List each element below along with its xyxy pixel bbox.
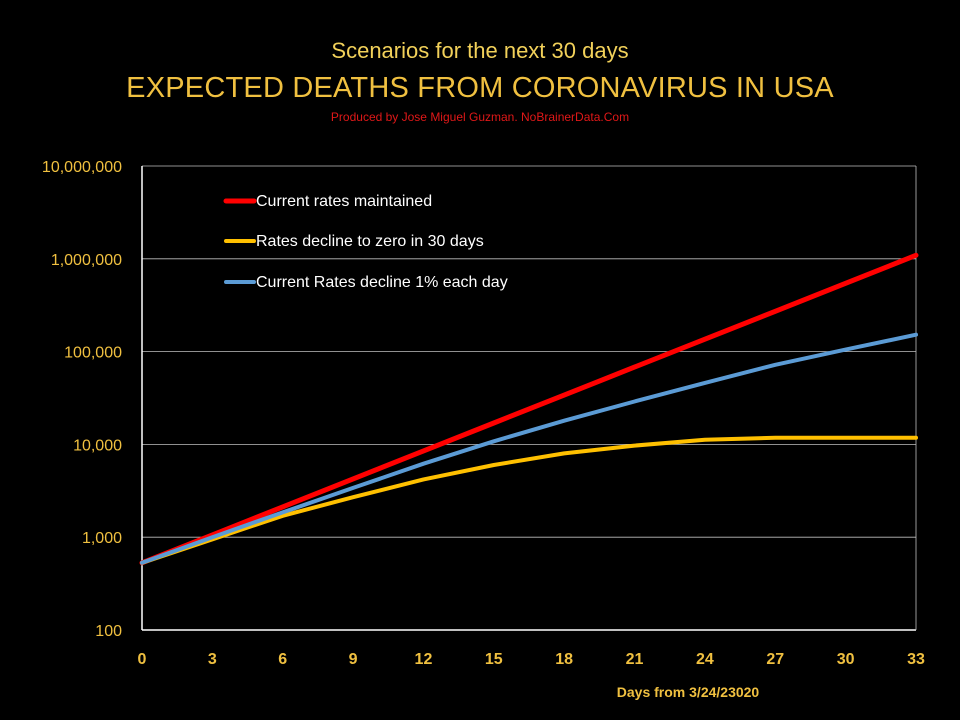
x-tick-label: 27 xyxy=(766,651,784,668)
y-tick-label: 1,000 xyxy=(82,530,122,547)
series-line-2 xyxy=(140,435,918,565)
legend-label: Current rates maintained xyxy=(256,193,432,210)
x-tick-label: 9 xyxy=(349,651,358,668)
axes xyxy=(141,166,917,631)
x-tick-label: 21 xyxy=(626,651,644,668)
legend-label: Rates decline to zero in 30 days xyxy=(256,233,484,250)
x-axis-ticks: 0 3 6 9 12 15 18 21 24 27 30 33 xyxy=(138,651,925,668)
y-tick-label: 10,000,000 xyxy=(42,159,122,176)
legend: Current rates maintained Rates decline to… xyxy=(190,187,560,296)
x-tick-label: 0 xyxy=(138,651,147,668)
y-tick-label: 10,000 xyxy=(73,437,122,454)
chart-subtitle: Scenarios for the next 30 days xyxy=(331,38,629,63)
x-axis-title: Days from 3/24/23020 xyxy=(617,684,760,700)
x-tick-label: 18 xyxy=(555,651,573,668)
y-tick-label: 100 xyxy=(95,623,122,640)
y-tick-label: 100,000 xyxy=(64,345,122,362)
x-tick-label: 6 xyxy=(278,651,287,668)
chart-title: EXPECTED DEATHS FROM CORONAVIRUS IN USA xyxy=(126,72,834,104)
x-tick-label: 30 xyxy=(837,651,855,668)
y-axis-ticks: 100 1,000 10,000 100,000 1,000,000 10,000,000 xyxy=(42,159,122,640)
y-tick-label: 1,000,000 xyxy=(51,252,122,269)
x-tick-label: 33 xyxy=(907,651,925,668)
series-line-3 xyxy=(140,332,918,565)
gridlines xyxy=(142,165,916,538)
x-tick-label: 12 xyxy=(415,651,433,668)
x-tick-label: 3 xyxy=(208,651,217,668)
x-tick-label: 15 xyxy=(485,651,503,668)
series-line-1 xyxy=(139,252,919,566)
x-tick-label: 24 xyxy=(696,651,714,668)
legend-label: Current Rates decline 1% each day xyxy=(256,274,508,291)
credit-line: Produced by Jose Miguel Guzman. NoBraine… xyxy=(330,110,630,124)
series-lines xyxy=(139,252,919,566)
